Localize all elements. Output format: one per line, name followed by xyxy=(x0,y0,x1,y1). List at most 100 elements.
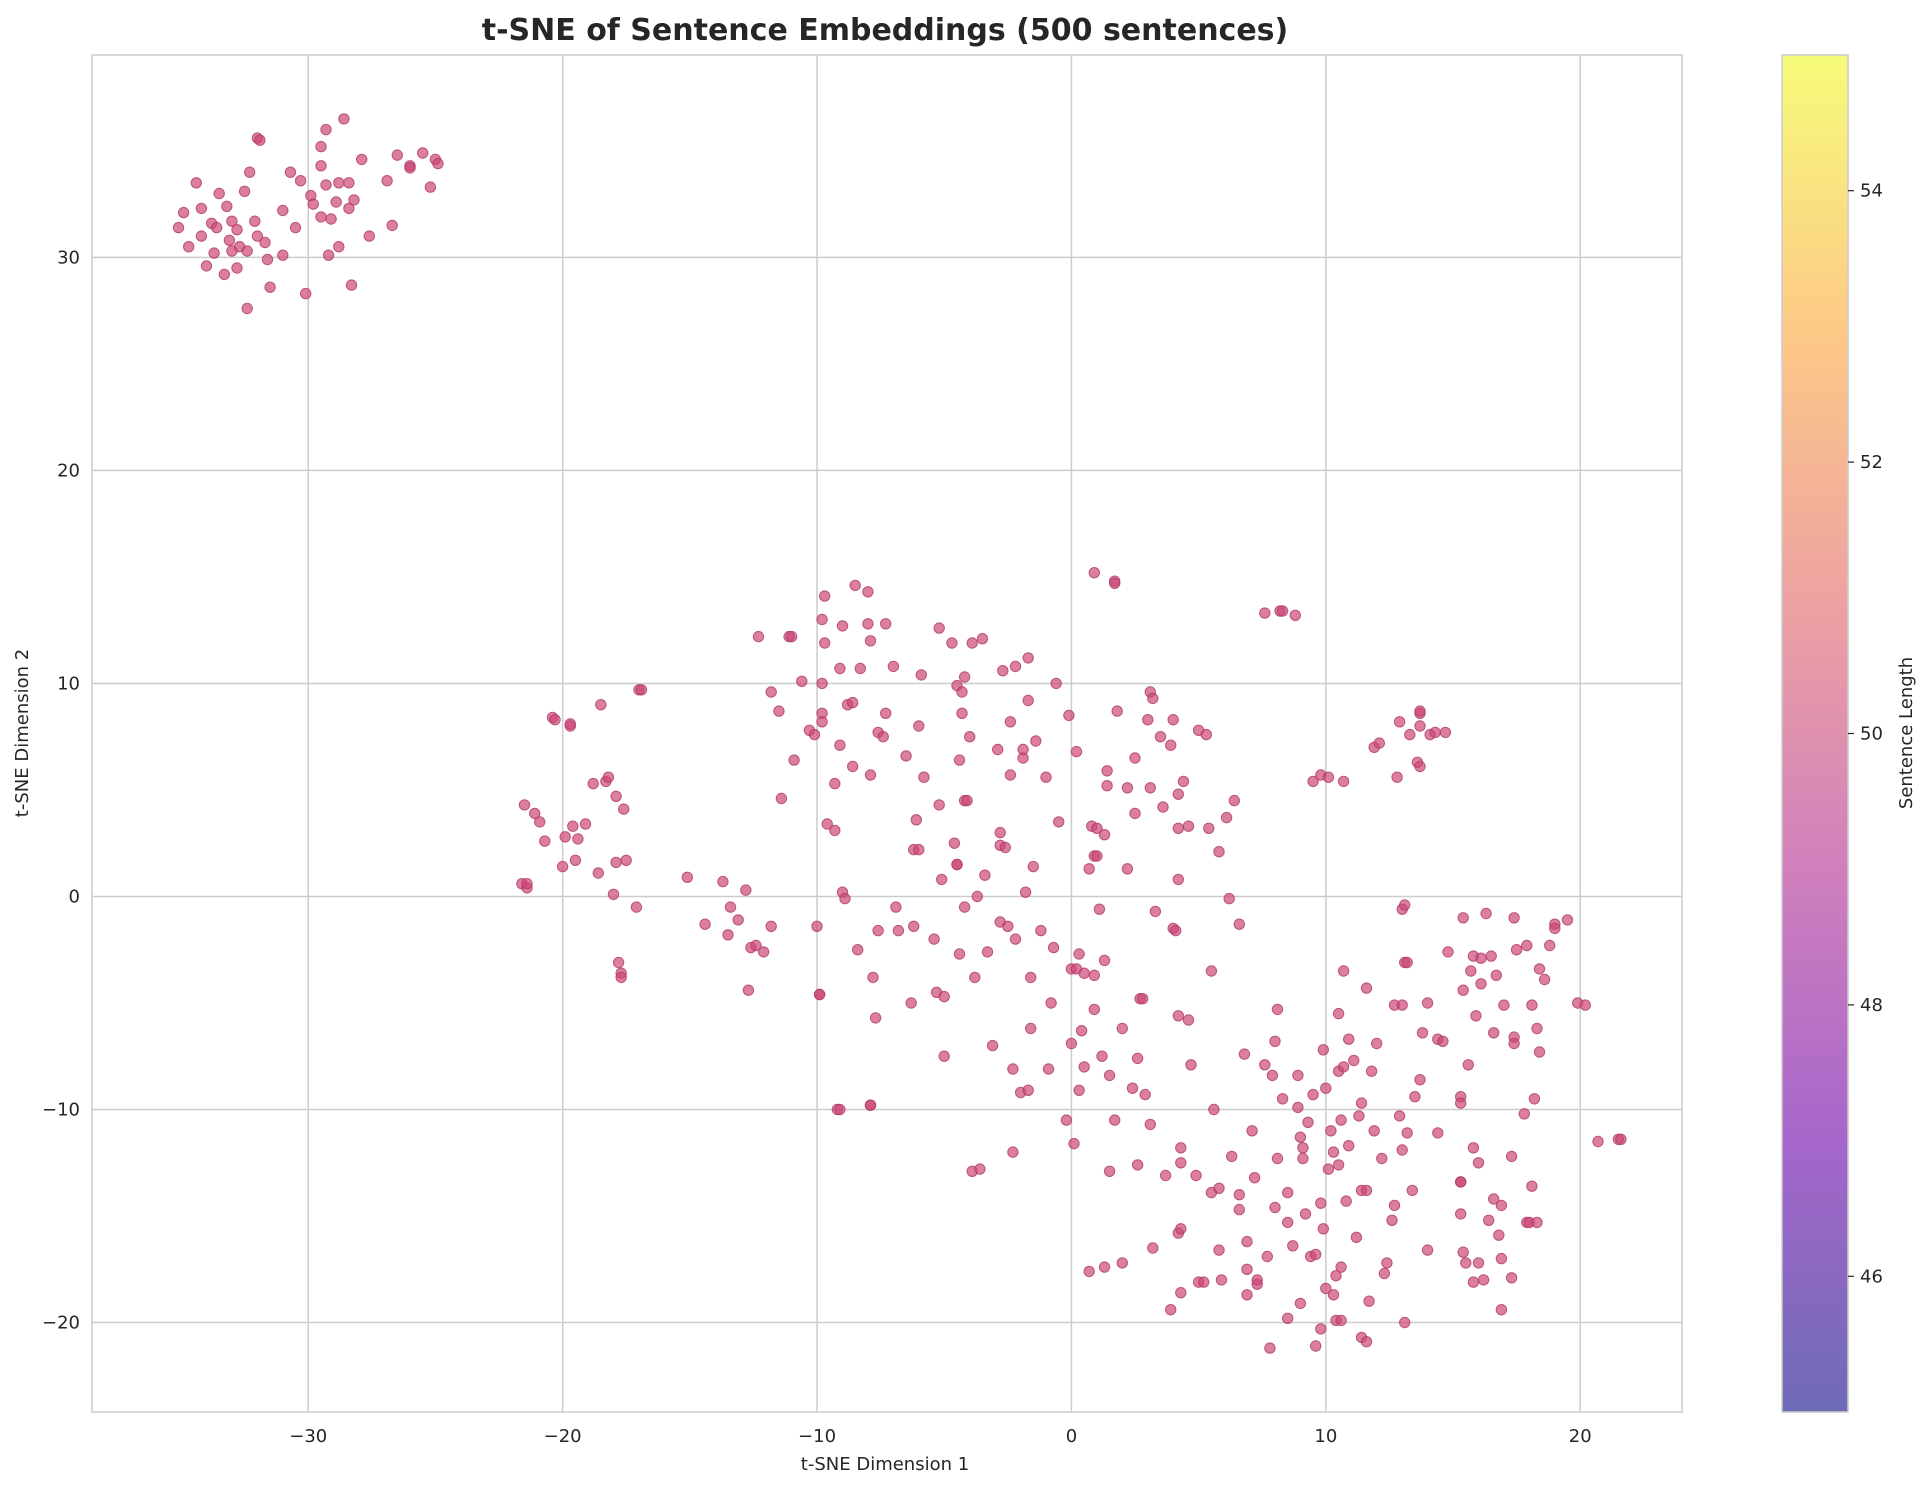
data-point xyxy=(956,686,968,698)
data-point xyxy=(1508,912,1520,924)
data-point xyxy=(404,162,416,174)
data-point xyxy=(1223,892,1235,905)
data-point xyxy=(1220,811,1233,824)
data-point xyxy=(1226,1150,1238,1163)
data-point xyxy=(195,202,208,215)
data-point xyxy=(529,807,541,820)
data-point xyxy=(1442,946,1454,958)
data-point xyxy=(1561,914,1574,926)
data-point xyxy=(1337,965,1350,977)
data-point xyxy=(1386,1214,1398,1227)
data-point xyxy=(1213,1182,1225,1195)
data-point xyxy=(1414,720,1426,732)
data-point xyxy=(1317,1223,1330,1235)
data-point xyxy=(1493,1229,1505,1241)
data-point xyxy=(1457,912,1469,924)
data-point xyxy=(1490,969,1503,981)
data-point xyxy=(1526,999,1538,1011)
data-point xyxy=(1215,1274,1228,1286)
data-point xyxy=(289,221,302,234)
data-point xyxy=(1282,1216,1294,1229)
data-point xyxy=(1462,1059,1475,1071)
data-point xyxy=(241,245,253,257)
data-point xyxy=(539,835,551,847)
data-point xyxy=(518,799,531,811)
data-point xyxy=(969,971,981,984)
data-point xyxy=(231,262,243,274)
data-point xyxy=(1261,1250,1274,1263)
data-point xyxy=(1165,1304,1177,1316)
data-point xyxy=(880,618,892,630)
data-point xyxy=(1060,1114,1073,1126)
data-point xyxy=(284,166,297,178)
data-point xyxy=(1098,829,1111,841)
data-point xyxy=(1508,1037,1520,1050)
data-point xyxy=(208,247,220,259)
data-point xyxy=(1355,1097,1368,1109)
data-point xyxy=(1233,1203,1246,1216)
y-tick-label: 30 xyxy=(57,247,80,268)
data-point xyxy=(386,219,398,232)
data-point xyxy=(1495,1304,1508,1316)
data-point xyxy=(1485,950,1497,962)
data-point xyxy=(834,739,846,751)
chart-title: t-SNE of Sentence Embeddings (500 senten… xyxy=(482,13,1289,48)
data-point xyxy=(1292,1101,1304,1114)
data-point xyxy=(356,153,368,166)
data-point xyxy=(900,750,912,762)
data-point xyxy=(1009,660,1022,673)
data-point xyxy=(1172,1010,1185,1022)
data-point xyxy=(1063,709,1075,722)
data-point xyxy=(732,914,744,926)
data-point xyxy=(953,754,966,766)
data-point xyxy=(849,579,861,592)
data-point xyxy=(1538,973,1551,986)
data-point xyxy=(549,714,561,726)
data-point xyxy=(936,873,948,886)
data-point xyxy=(869,1012,882,1024)
data-point xyxy=(1315,1197,1327,1209)
data-point xyxy=(1147,1242,1159,1254)
data-point xyxy=(315,211,327,223)
data-point xyxy=(752,630,765,643)
data-point xyxy=(200,260,213,272)
data-point xyxy=(1299,1208,1312,1220)
data-point xyxy=(877,731,889,743)
data-point xyxy=(1292,1069,1304,1082)
data-point xyxy=(1579,999,1592,1011)
data-point xyxy=(1381,1257,1393,1269)
data-point xyxy=(1297,1152,1309,1165)
data-point xyxy=(994,826,1006,839)
data-point xyxy=(1182,820,1195,832)
data-point xyxy=(1009,933,1022,945)
data-point xyxy=(1365,1065,1378,1077)
data-point xyxy=(231,224,243,236)
data-point xyxy=(1091,822,1103,834)
data-point xyxy=(816,716,828,728)
data-point xyxy=(1007,1063,1019,1075)
data-point xyxy=(1488,1027,1500,1039)
data-point xyxy=(1310,1248,1322,1261)
data-point xyxy=(1330,1270,1342,1282)
data-point xyxy=(1109,1114,1121,1126)
data-point xyxy=(183,241,195,253)
data-point xyxy=(325,213,337,225)
data-point xyxy=(1083,863,1095,875)
data-point xyxy=(961,794,973,807)
data-point xyxy=(847,760,859,773)
data-point xyxy=(221,200,233,213)
data-point xyxy=(521,878,533,890)
data-point xyxy=(630,901,643,913)
data-point xyxy=(1007,1146,1019,1158)
data-point xyxy=(1042,1063,1055,1075)
data-point xyxy=(1050,677,1062,690)
data-point xyxy=(958,671,971,683)
data-point xyxy=(211,221,223,234)
data-point xyxy=(816,677,828,690)
data-point xyxy=(1093,903,1106,915)
data-point xyxy=(1159,1169,1172,1182)
data-point xyxy=(343,177,355,189)
data-point xyxy=(1368,1125,1380,1137)
data-point xyxy=(1495,1199,1508,1212)
data-point xyxy=(1157,801,1169,813)
